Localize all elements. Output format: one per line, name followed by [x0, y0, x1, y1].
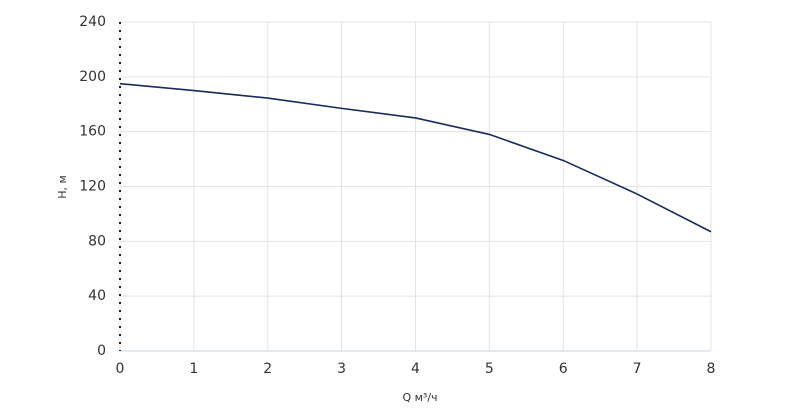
y-tick-label: 240	[79, 14, 106, 30]
x-tick-label: 0	[116, 361, 125, 377]
x-tick-label: 2	[263, 361, 272, 377]
x-axis-title: Q м³/ч	[402, 391, 437, 404]
y-tick-label: 80	[88, 233, 106, 249]
x-tick-label: 3	[337, 361, 346, 377]
y-tick-label: 200	[79, 69, 106, 85]
x-tick-label: 6	[559, 361, 568, 377]
y-axis-title: H, м	[56, 175, 69, 199]
line	[119, 82, 712, 233]
y-tick-label: 120	[79, 179, 106, 195]
y-tick-label: 40	[88, 288, 106, 304]
x-tick-label: 4	[411, 361, 420, 377]
x-tick-label: 7	[633, 361, 642, 377]
y-tick-label: 160	[79, 124, 106, 140]
x-tick-label: 1	[189, 361, 198, 377]
x-tick-label: 5	[485, 361, 494, 377]
x-tick-label: 8	[707, 361, 716, 377]
y-tick-label: 0	[97, 343, 106, 359]
